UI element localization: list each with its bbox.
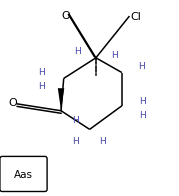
Text: H: H xyxy=(38,68,45,77)
Text: O: O xyxy=(61,11,70,21)
Text: H: H xyxy=(138,62,145,71)
Text: H: H xyxy=(139,111,146,120)
Text: H: H xyxy=(139,97,146,106)
Polygon shape xyxy=(58,88,64,111)
FancyBboxPatch shape xyxy=(0,156,47,191)
Text: H: H xyxy=(72,116,79,125)
Text: O: O xyxy=(8,98,17,108)
Text: H: H xyxy=(99,137,106,146)
Text: H: H xyxy=(74,47,81,56)
Text: H: H xyxy=(72,137,79,146)
Text: H: H xyxy=(38,82,45,91)
Text: H: H xyxy=(111,51,118,60)
Text: Aas: Aas xyxy=(14,170,33,180)
Text: Cl: Cl xyxy=(131,12,142,22)
